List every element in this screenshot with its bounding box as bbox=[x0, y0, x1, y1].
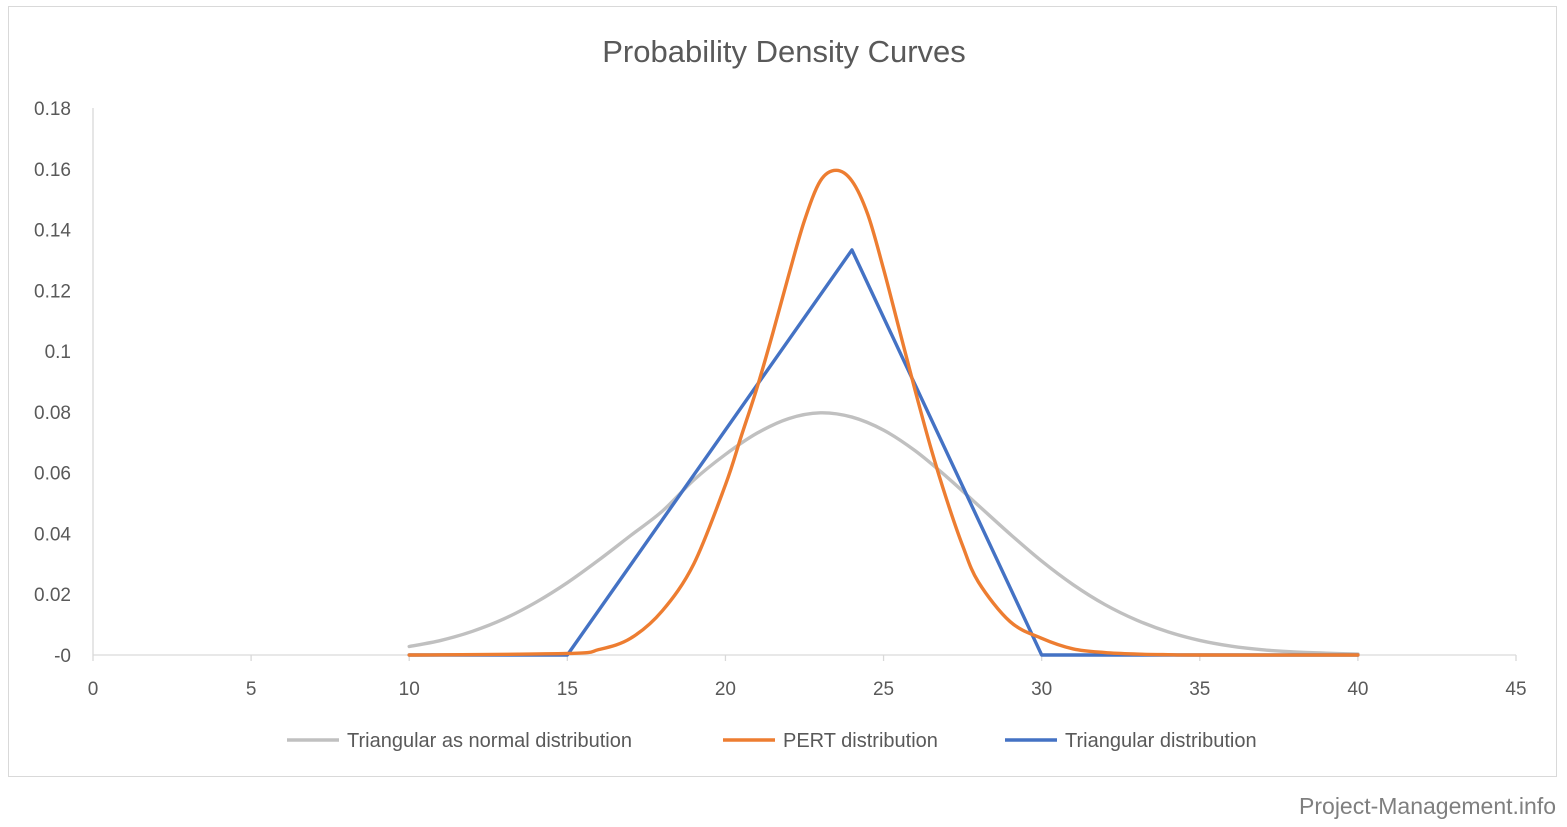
x-tick-label: 10 bbox=[399, 679, 420, 700]
x-tick-label: 30 bbox=[1031, 679, 1052, 700]
x-tick-label: 15 bbox=[557, 679, 578, 700]
y-tick-label: 0.18 bbox=[34, 99, 71, 120]
chart-frame: Probability Density Curves -0 0.02 0.04 0.0… bbox=[8, 6, 1557, 777]
chart-svg: Probability Density Curves -0 0.02 0.04 0.0… bbox=[34, 34, 1527, 752]
chart-title: Probability Density Curves bbox=[602, 34, 966, 69]
y-axis: -0 0.02 0.04 0.06 0.08 0.1 0.12 0.14 0.16 0.18 bbox=[34, 99, 94, 667]
legend-label-2: PERT distribution bbox=[783, 730, 938, 752]
x-tick-label: 5 bbox=[246, 679, 257, 700]
legend-label-1: Triangular as normal distribution bbox=[347, 730, 632, 752]
y-tick-label: 0.12 bbox=[34, 281, 71, 302]
series-lines bbox=[407, 168, 1360, 657]
x-axis: 0 5 10 15 20 25 30 35 40 45 bbox=[88, 654, 1527, 700]
y-tick-label: 0.14 bbox=[34, 221, 71, 242]
y-tick-label: -0 bbox=[54, 646, 71, 667]
x-tick-label: 0 bbox=[88, 679, 99, 700]
legend: Triangular as normal distribution PERT di… bbox=[287, 730, 1257, 752]
legend-label-3: Triangular distribution bbox=[1065, 730, 1257, 752]
x-tick-label: 20 bbox=[715, 679, 736, 700]
y-tick-label: 0.04 bbox=[34, 524, 71, 545]
y-tick-label: 0.16 bbox=[34, 160, 71, 181]
y-tick-label: 0.08 bbox=[34, 403, 71, 424]
x-tick-label: 35 bbox=[1189, 679, 1210, 700]
y-tick-label: 0.02 bbox=[34, 585, 71, 606]
y-tick-label: 0.06 bbox=[34, 464, 71, 485]
y-tick-label: 0.1 bbox=[45, 342, 71, 363]
watermark-text: Project-Management.info bbox=[1299, 793, 1556, 819]
x-tick-label: 40 bbox=[1347, 679, 1368, 700]
x-tick-label: 25 bbox=[873, 679, 894, 700]
series-line-2 bbox=[407, 168, 1360, 657]
series-line-1 bbox=[407, 411, 1360, 656]
x-tick-label: 45 bbox=[1505, 679, 1526, 700]
